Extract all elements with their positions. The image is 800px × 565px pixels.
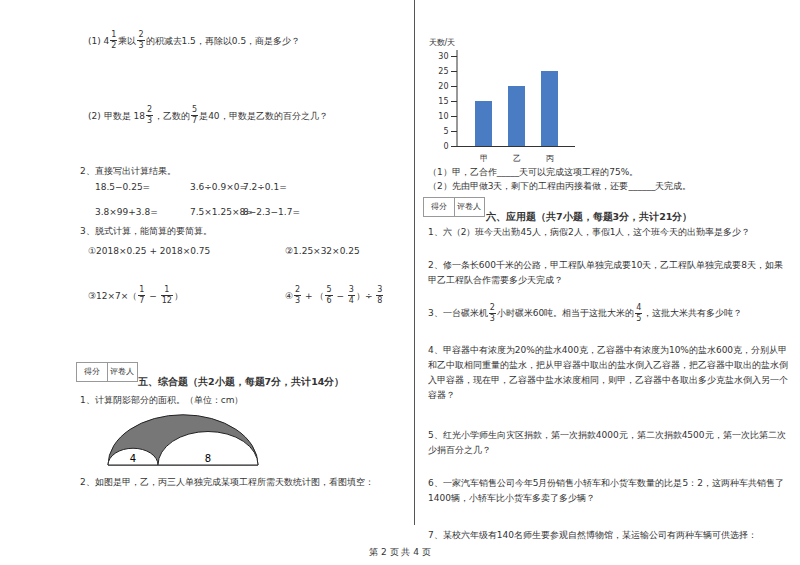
html-text:6−: 6− [326,290,347,305]
html-text:3: 3 [377,285,383,294]
html-text:3+ （: 3+ （ [295,290,325,305]
svg-text:乙: 乙 [513,154,521,163]
html-text:5: 5 [192,105,198,114]
html-text:③12×7×（: ③12×7×（ [88,290,138,301]
svg-text:20: 20 [438,82,448,91]
html-text:2: 2 [138,30,144,39]
html-text:3 ，乙数的: 3 ，乙数的 [146,110,190,125]
html-text:（2）先由甲做3天，剩下的工程由丙接着做，还要______天: （2）先由甲做3天，剩下的工程由丙接着做，还要______天完成。 [428,181,692,191]
html-text:得分: 得分 [430,202,447,211]
html-text:2、直接写出计算结果。: 2、直接写出计算结果。 [80,166,176,176]
html-text:2: 2 [489,303,495,312]
html-text:评卷人: 评卷人 [110,367,135,376]
html-text:第 2 页 共 4 页: 第 2 页 共 4 页 [369,547,431,557]
svg-text:天数/天: 天数/天 [429,38,456,47]
html-text:评卷人: 评卷人 [457,202,482,211]
html-text:(1) 4: (1) 4 [88,35,110,46]
html-text:1: 1 [164,285,170,294]
html-text:3.8×99+3.8=: 3.8×99+3.8= [95,207,158,217]
html-text:1、六（2）班今天出勤45人，病假2人，事假1人，这个班今天: 1、六（2）班今天出勤45人，病假2人，事假1人，这个班今天的出勤率是多少？ [428,227,751,237]
html-text:5、红光小学师生向灾区捐款，第一次捐款4000元，第二次捐款: 5、红光小学师生向灾区捐款，第一次捐款4000元，第二次捐款4500元，第一次比… [428,430,786,455]
html-text:3的积减去1.5，再除以0.5，商是多少？: 3的积减去1.5，再除以0.5，商是多少？ [138,35,301,50]
html-text:1、计算阴影部分的面积。（单位：cm）: 1、计算阴影部分的面积。（单位：cm） [80,395,244,405]
html-text:7.5×1.25×8=: 7.5×1.25×8= [190,207,253,217]
html-text:②1.25×32×0.25: ②1.25×32×0.25 [285,245,360,256]
html-text:18.5−0.25=: 18.5−0.25= [95,182,151,192]
html-text:7、某校六年级有140名师生要参观自然博物馆，某运输公司有两: 7、某校六年级有140名师生要参观自然博物馆，某运输公司有两种车辆可供选择： [428,530,757,540]
html-text:3: 3 [489,314,495,323]
html-text:2、如图是甲，乙，丙三人单独完成某项工程所需天数统计图，看图: 2、如图是甲，乙，丙三人单独完成某项工程所需天数统计图，看图填空： [80,477,374,487]
html-text:5: 5 [326,285,332,294]
html-text:小时碾米60吨。相当于这批大米的: 小时碾米60吨。相当于这批大米的 [496,308,635,318]
html-text:7−: 7− [139,290,160,305]
html-text:①2018×0.25 + 2018×0.75: ①2018×0.25 + 2018×0.75 [88,245,211,256]
html-text:2: 2 [295,285,301,294]
html-text:2、修一条长600千米的公路，甲工程队单独完成要10天，乙工: 2、修一条长600千米的公路，甲工程队单独完成要10天，乙工程队单独完成要8天，… [428,260,784,285]
html-text:7.2÷0.1=: 7.2÷0.1= [243,182,287,192]
svg-text:10: 10 [438,112,448,121]
svg-text:15: 15 [438,97,448,106]
svg-text:甲: 甲 [480,154,488,163]
html-text:得分: 得分 [83,367,100,376]
svg-text:5: 5 [443,127,448,136]
html-text:3、一台碾米机: 3、一台碾米机 [428,308,488,318]
html-text:五、综合题（共2小题，每题7分，共计14分）: 五、综合题（共2小题，每题7分，共计14分） [138,376,345,387]
html-text:4: 4 [636,303,642,312]
html-text:8: 8 [377,296,383,305]
html-text:6、一家汽车销售公司今年5月份销售小轿车和小货车数量的比是5: 6、一家汽车销售公司今年5月份销售小轿车和小货车数量的比是5：2，这两种车共销售… [428,478,784,503]
svg-text:25: 25 [438,67,448,76]
html-text:2: 2 [146,105,152,114]
svg-text:丙: 丙 [546,154,554,163]
html-text:(2) 甲数是18: (2) 甲数是18 [88,110,145,121]
html-text:4、甲容器中有浓度为20%的盐水400克，乙容器中有浓度为1: 4、甲容器中有浓度为20%的盐水400克，乙容器中有浓度为10%的盐水600克，… [428,345,788,400]
svg-text:4: 4 [130,453,136,464]
html-text:六、应用题（共7小题，每题3分，共计21分）: 六、应用题（共7小题，每题3分，共计21分） [486,211,693,222]
html-text:4）÷: 4）÷ [348,290,376,305]
html-text:3.6÷0.9×0=: 3.6÷0.9×0= [190,182,247,192]
html-text:（1）甲，乙合作_____天可以完成这项工程的75%。: （1）甲，乙合作_____天可以完成这项工程的75%。 [428,167,639,177]
html-text:1: 1 [111,30,117,39]
html-text:1: 1 [139,285,145,294]
svg-text:30: 30 [438,52,448,61]
html-text:5: 5 [636,314,642,323]
html-text:12）: 12） [161,290,183,305]
html-text:④: ④ [285,290,294,301]
html-text:7是40，甲数是乙数的百分之几？: 7是40，甲数是乙数的百分之几？ [192,110,328,125]
html-text:3、脱式计算，能简算的要简算。: 3、脱式计算，能简算的要简算。 [80,226,212,236]
svg-text:0: 0 [443,142,448,151]
html-text:8−2.3−1.7=: 8−2.3−1.7= [243,207,300,217]
html-text:，这批大米共有多少吨？: ，这批大米共有多少吨？ [643,308,743,318]
svg-text:8: 8 [205,453,211,464]
html-text:3: 3 [348,285,354,294]
html-text:2乘以: 2乘以 [111,35,137,50]
